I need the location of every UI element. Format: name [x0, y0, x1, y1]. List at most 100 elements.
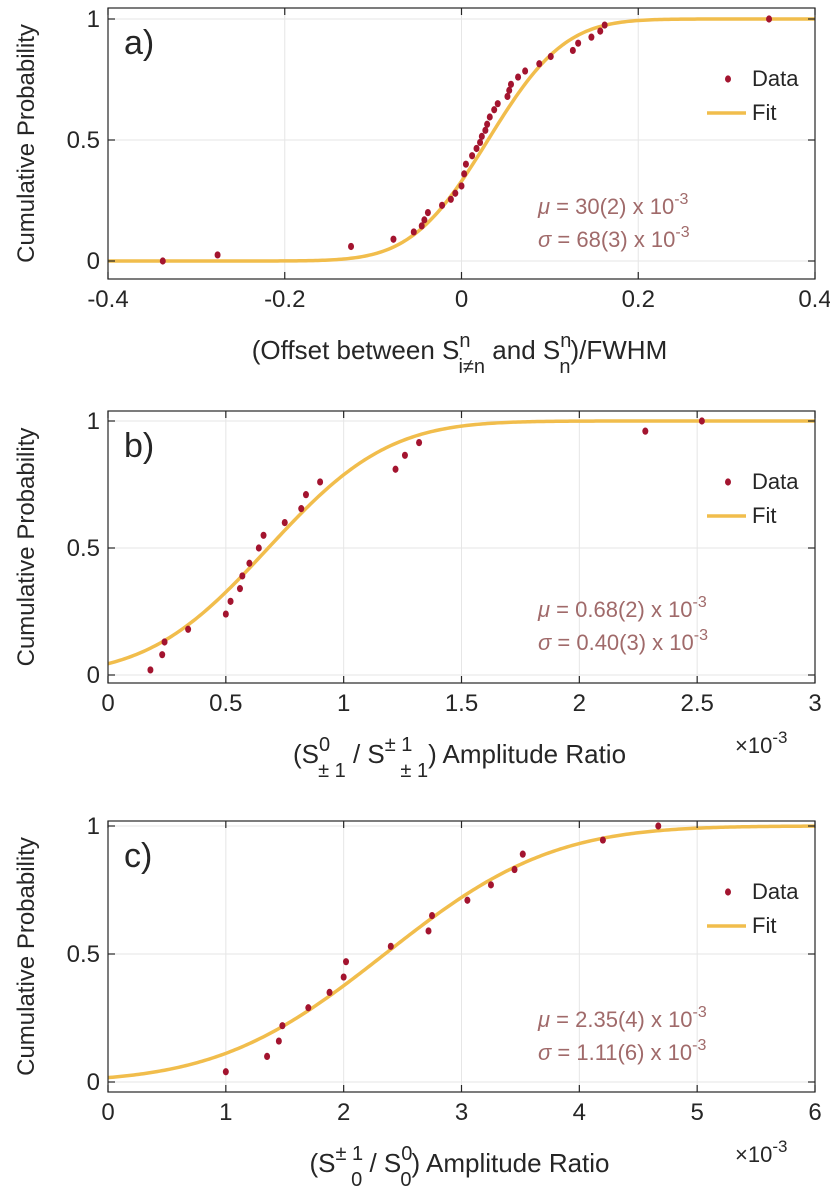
data-point	[255, 544, 262, 552]
y-tick-label: 1	[87, 6, 100, 33]
data-point	[478, 132, 485, 140]
x-tick-label: 0.5	[209, 690, 242, 717]
grid	[107, 8, 816, 279]
x-label-sup: 0	[319, 734, 330, 756]
legend-data-marker	[725, 75, 731, 83]
data-point	[766, 15, 773, 23]
data-point	[462, 160, 469, 168]
data-point	[260, 531, 267, 539]
data-point	[401, 451, 408, 459]
y-axis-label: Cumulative Probability	[13, 428, 40, 667]
data-point	[484, 120, 491, 128]
x-tick-label: 2.5	[680, 690, 713, 717]
data-point	[424, 209, 431, 217]
stat-symbol: σ	[538, 630, 552, 655]
data-point	[222, 610, 229, 618]
data-point	[147, 666, 154, 674]
data-point	[447, 195, 454, 203]
x-tick-label: 2	[573, 690, 586, 717]
data-point	[522, 67, 529, 75]
stat-text: = 0.40(3) x 10	[551, 630, 693, 655]
legend-data-marker	[725, 888, 731, 896]
data-point	[515, 73, 522, 81]
x-tick-label: 0.2	[622, 286, 655, 313]
legend: Data Fit	[707, 879, 799, 938]
x-tick-label: -0.4	[87, 286, 128, 313]
x-exponent-label: ×10-3	[735, 1137, 787, 1167]
stat-symbol: σ	[538, 227, 552, 252]
data-point	[222, 1068, 229, 1076]
x-label-sup: n	[459, 330, 470, 352]
y-tick-label: 1	[87, 408, 100, 435]
fit-stat-sigma: σ = 0.40(3) x 10-3	[538, 627, 708, 655]
data-point	[227, 597, 234, 605]
data-point	[511, 865, 518, 874]
data-point	[161, 638, 168, 646]
x-tick-label: 0.4	[798, 286, 830, 313]
data-point	[416, 438, 423, 447]
data-point	[469, 152, 476, 160]
x-tick-label: 6	[808, 1099, 821, 1126]
data-point	[642, 427, 649, 435]
x-tick-label: 1.5	[445, 690, 478, 717]
chart-panel-a: -0.4 -0.2 0 0.2 0.4 0 0.5 1 Cumulative Probabili…	[13, 6, 830, 378]
data-point	[491, 106, 498, 114]
fit-stat-mu: μ = 2.35(4) x 10-3	[537, 1004, 707, 1032]
y-tick-label: 0	[87, 248, 100, 275]
data-point	[425, 927, 432, 935]
data-point	[159, 651, 166, 659]
fit-stat-sigma: σ = 1.11(6) x 10-3	[538, 1037, 706, 1065]
x-label-sub: i≠n	[459, 356, 486, 378]
data-point	[298, 505, 305, 513]
y-tick-label: 0.5	[67, 127, 100, 154]
x-tick-label: 1	[219, 1099, 232, 1126]
data-point	[439, 201, 446, 209]
stat-exponent: -3	[693, 1004, 707, 1021]
stat-symbol: μ	[537, 194, 550, 219]
data-point	[588, 33, 595, 41]
data-point	[246, 559, 253, 567]
legend-data-label: Data	[752, 66, 799, 91]
stat-symbol: μ	[537, 597, 550, 622]
data-point	[601, 21, 608, 29]
x-tick-label: 1	[337, 690, 350, 717]
x-label-text: / S	[346, 739, 385, 769]
data-point	[482, 126, 489, 134]
stat-symbol: μ	[537, 1007, 550, 1032]
stat-exponent: -3	[674, 191, 688, 208]
data-point	[464, 896, 471, 904]
x-tick-label: 2	[337, 1099, 350, 1126]
x-tick-label: 4	[573, 1099, 586, 1126]
x-label-sup: ± 1	[385, 734, 413, 756]
exponent-power: -3	[772, 728, 787, 747]
x-label-sub: 0	[400, 1169, 411, 1187]
x-label-sup: 0	[401, 1143, 412, 1165]
legend-fit-label: Fit	[752, 913, 776, 938]
x-label-text: ) Amplitude Ratio	[428, 739, 626, 769]
y-tick-label: 0	[87, 662, 100, 689]
x-tick-label: 0	[101, 1099, 114, 1126]
x-tick-label: 0	[101, 690, 114, 717]
x-axis-label: (S0 ± 1 / S± 1 ± 1) Amplitude Ratio	[293, 734, 626, 782]
data-point	[343, 958, 350, 966]
fit-curve	[107, 419, 815, 666]
data-point	[569, 46, 576, 55]
data-point	[387, 942, 394, 950]
x-label-text: / S	[362, 1148, 401, 1178]
data-point	[392, 465, 399, 473]
stat-text: = 1.11(6) x 10	[551, 1040, 692, 1065]
data-point	[536, 60, 543, 68]
data-point	[504, 92, 511, 101]
stat-text: = 68(3) x 10	[551, 227, 675, 252]
stat-exponent: -3	[693, 594, 707, 611]
data-point	[302, 491, 309, 499]
data-point	[264, 1052, 271, 1060]
panel-label: b)	[124, 427, 154, 465]
x-label-sup: ± 1	[335, 1143, 363, 1165]
data-point	[279, 1022, 286, 1030]
data-point	[599, 836, 606, 844]
data-series	[147, 417, 705, 674]
x-label-sub: 0	[351, 1169, 362, 1187]
exponent-power: -3	[772, 1137, 787, 1156]
